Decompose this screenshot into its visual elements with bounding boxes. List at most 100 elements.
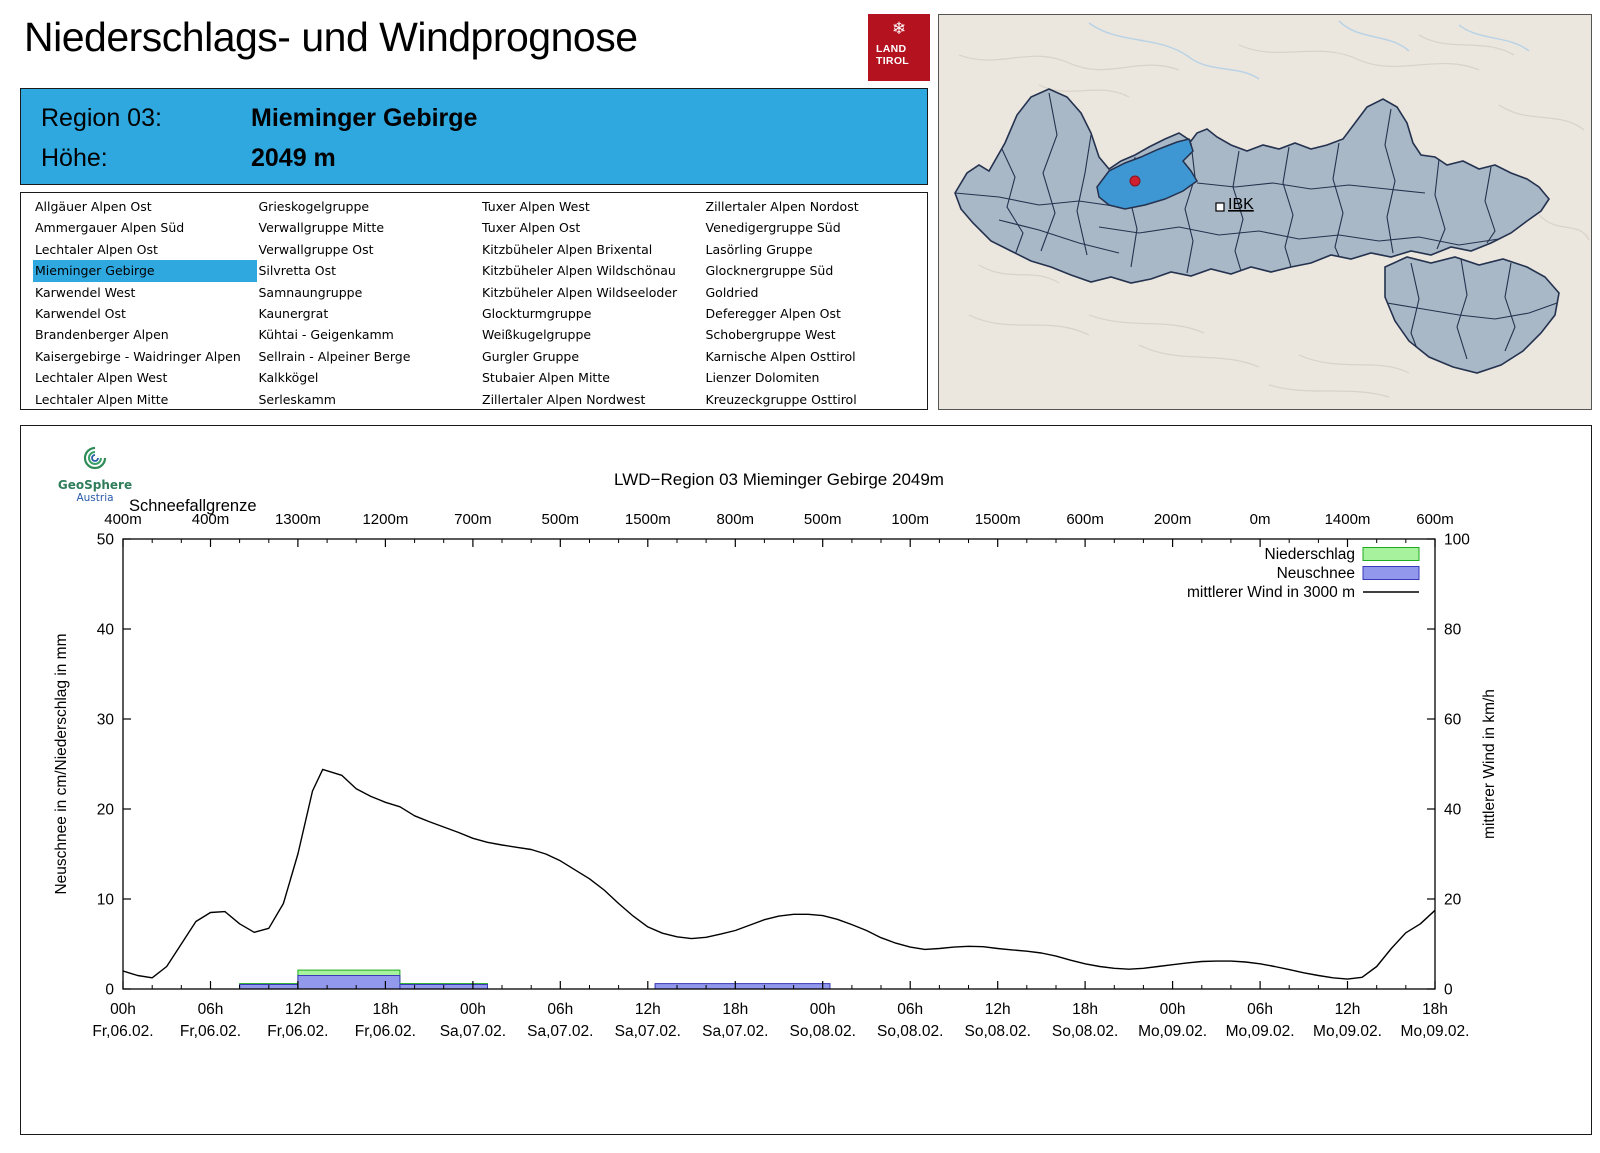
city-marker-square	[1215, 202, 1225, 212]
region-list-column: Allgäuer Alpen Ost Ammergauer Alpen Süd Le…	[33, 196, 257, 409]
region-list-item[interactable]: Lechtaler Alpen West	[35, 370, 168, 386]
region-list-item[interactable]: Lechtaler Alpen Ost	[35, 241, 158, 257]
region-list-column: Grieskogelgruppe Verwallgruppe Mitte Verwa…	[257, 196, 481, 409]
region-list-column: Zillertaler Alpen Nordost Venedigergruppe…	[704, 196, 928, 409]
region-list-item[interactable]: Lienzer Dolomiten	[705, 370, 820, 386]
map-region-borders	[955, 92, 1530, 274]
region-list-item[interactable]: Karwendel West	[35, 284, 136, 300]
altitude-row: Höhe: 2049 m	[41, 138, 927, 178]
chart-legend: Niederschlag Neuschnee mittlerer Wind in 3…	[1187, 546, 1420, 601]
forecast-chart-panel: GeoSphere Austria 400m 400m 1300m 1200m 700m…	[20, 425, 1592, 1135]
region-list-item[interactable]: Ammergauer Alpen Süd	[35, 220, 185, 236]
region-value: Mieminger Gebirge	[251, 103, 478, 132]
map-region-east-tirol	[1384, 256, 1560, 374]
wind-line	[122, 768, 1436, 980]
region-list-item[interactable]: Sellrain - Alpeiner Berge	[258, 348, 411, 364]
snowline-value: 200m	[1154, 511, 1192, 528]
snowline-value: 800m	[717, 511, 755, 528]
y-axis-label-left: Neuschnee in cm/Niederschlag in mm	[53, 633, 70, 894]
region-list-item[interactable]: Tuxer Alpen West	[482, 199, 590, 214]
x-tick-date: Sa,07.02.	[440, 1023, 506, 1040]
x-tick-date: So,08.02.	[1052, 1023, 1118, 1040]
region-list-item[interactable]: Brandenberger Alpen	[35, 327, 169, 343]
region-list-item[interactable]: Grieskogelgruppe	[258, 199, 370, 214]
region-list-item[interactable]: Lasörling Gruppe	[705, 241, 813, 257]
map-rivers	[1088, 20, 1530, 80]
x-tick-date: So,08.02.	[877, 1023, 943, 1040]
x-tick-date: Sa,07.02.	[615, 1023, 681, 1040]
map-region-north-tirol	[954, 88, 1550, 284]
legend-label: mittlerer Wind in 3000 m	[1187, 584, 1355, 601]
x-tick-date: Fr,06.02.	[355, 1023, 416, 1040]
x-tick-date: Mo,09.02.	[1226, 1023, 1295, 1040]
region-list-item[interactable]: Karnische Alpen Osttirol	[705, 348, 856, 364]
region-list-item[interactable]: Mieminger Gebirge	[33, 260, 257, 282]
region-list-item[interactable]: Silvretta Ost	[258, 263, 337, 279]
logo-line1: LAND	[876, 43, 907, 55]
x-tick-time: 06h	[547, 1001, 573, 1018]
x-tick-time: 06h	[198, 1001, 224, 1018]
snowline-value: 400m	[104, 511, 142, 528]
snowline-value: 100m	[891, 511, 929, 528]
region-list-item[interactable]: Serleskamm	[258, 391, 336, 407]
y-tick-right: 60	[1444, 712, 1462, 729]
x-tick-time: 00h	[810, 1001, 836, 1018]
region-list-item[interactable]: Kalkkögel	[258, 370, 319, 386]
x-tick-time: 00h	[1160, 1001, 1186, 1018]
map-relief-texture	[958, 34, 1590, 398]
altitude-value: 2049 m	[251, 143, 336, 172]
region-list-item[interactable]: Allgäuer Alpen Ost	[35, 199, 152, 214]
legend-label: Niederschlag	[1265, 546, 1355, 563]
region-list-item[interactable]: Deferegger Alpen Ost	[705, 305, 841, 321]
region-list-item[interactable]: Zillertaler Alpen Nordost	[705, 199, 859, 214]
page-title: Niederschlags- und Windprognose	[24, 14, 638, 60]
region-list-item[interactable]: Goldried	[705, 284, 759, 300]
region-list-item[interactable]: Stubaier Alpen Mitte	[482, 370, 610, 386]
map-region-selected[interactable]	[1096, 138, 1198, 210]
region-list-item[interactable]: Karwendel Ost	[35, 305, 126, 321]
region-list-item[interactable]: Kitzbüheler Alpen Wildschönau	[482, 263, 676, 279]
x-tick-date: Mo,09.02.	[1401, 1023, 1470, 1040]
forecast-chart: 400m 400m 1300m 1200m 700m 500m 1500m 800m 500m 1…	[53, 470, 1498, 1040]
x-tick-time: 12h	[285, 1001, 311, 1018]
map-svg: IBK	[939, 15, 1591, 409]
y-tick-left: 10	[97, 892, 115, 909]
map-region-borders-east	[1386, 258, 1558, 360]
region-list-column: Tuxer Alpen West Tuxer Alpen Ost Kitzbühel…	[480, 196, 704, 409]
region-list-item[interactable]: Glockturmgruppe	[482, 305, 592, 321]
geosphere-country: Austria	[76, 492, 114, 504]
region-list-item[interactable]: Schobergruppe West	[705, 327, 836, 343]
region-row: Region 03: Mieminger Gebirge	[41, 98, 927, 138]
chart-snowline-values: 400m 400m 1300m 1200m 700m 500m 1500m 800m 500m 1…	[104, 511, 1454, 528]
region-list-item[interactable]: Zillertaler Alpen Nordwest	[482, 391, 646, 407]
snowline-value: 500m	[804, 511, 842, 528]
region-list-item[interactable]: Lechtaler Alpen Mitte	[35, 391, 169, 407]
region-list-item[interactable]: Kreuzeckgruppe Osttirol	[705, 391, 857, 407]
region-list-item[interactable]: Kaisergebirge - Waidringer Alpen	[35, 348, 241, 364]
y-tick-right: 40	[1444, 802, 1462, 819]
y-tick-right: 80	[1444, 622, 1462, 639]
region-list-item[interactable]: Kühtai - Geigenkamm	[258, 327, 394, 343]
region-list-item[interactable]: Tuxer Alpen Ost	[482, 220, 581, 236]
chart-bars	[239, 969, 831, 990]
region-list-item[interactable]: Gurgler Gruppe	[482, 348, 580, 364]
region-list-item[interactable]: Verwallgruppe Mitte	[258, 220, 385, 236]
chart-title: LWD−Region 03 Mieminger Gebirge 2049m	[614, 470, 944, 489]
region-list-item[interactable]: Samnaungruppe	[258, 284, 363, 300]
land-tirol-logo: ❄ LAND TIROL	[868, 14, 930, 81]
snowline-value: 600m	[1416, 511, 1454, 528]
y-axis-label-right: mittlerer Wind in km/h	[1481, 689, 1498, 839]
region-list-item[interactable]: Glocknergruppe Süd	[705, 263, 834, 279]
region-list-item[interactable]: Weißkugelgruppe	[482, 327, 592, 343]
x-tick-date: Sa,07.02.	[527, 1023, 593, 1040]
region-list-item[interactable]: Venedigergruppe Süd	[705, 220, 841, 236]
legend-label: Neuschnee	[1277, 565, 1355, 582]
geosphere-name: GeoSphere	[57, 478, 133, 492]
region-list-item[interactable]: Verwallgruppe Ost	[258, 241, 374, 257]
region-list-item[interactable]: Kaunergrat	[258, 305, 329, 321]
y-tick-left: 0	[105, 982, 114, 999]
x-tick-date: Mo,09.02.	[1313, 1023, 1382, 1040]
region-list-item[interactable]: Kitzbüheler Alpen Brixental	[482, 241, 653, 257]
x-tick-time: 18h	[1422, 1001, 1448, 1018]
region-list-item[interactable]: Kitzbüheler Alpen Wildseeloder	[482, 284, 678, 300]
